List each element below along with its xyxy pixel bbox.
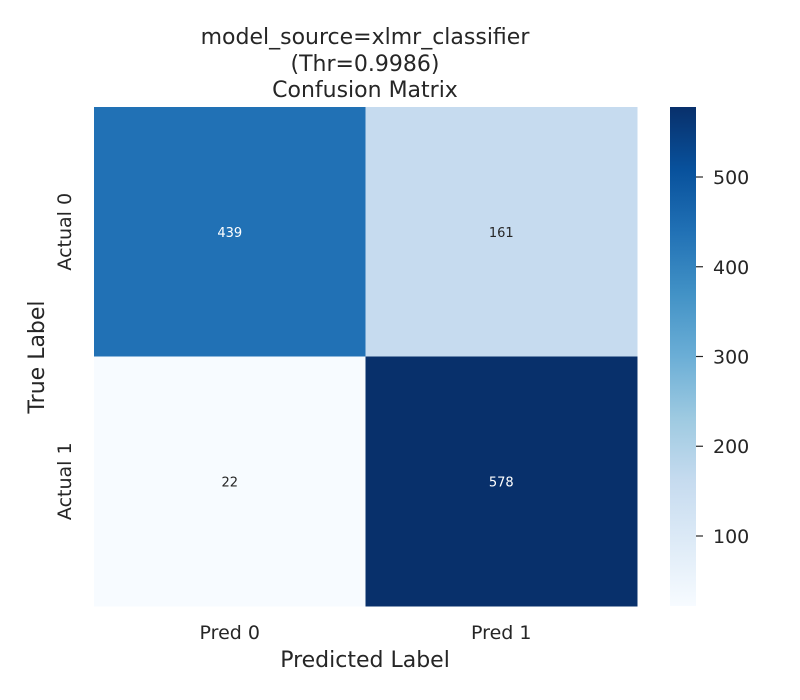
heatmap-cell-value: 161 <box>489 226 514 241</box>
y-axis-label: True Label <box>25 300 50 414</box>
chart-title-line-1: model_source=xlmr_classifier <box>201 25 531 50</box>
y-tick-label: Actual 1 <box>54 442 76 520</box>
colorbar-tick-label: 300 <box>713 347 749 369</box>
y-axis-tick-labels: Actual 0 Actual 1 <box>54 193 76 520</box>
chart-title-line-2: (Thr=0.9986) <box>290 52 439 77</box>
heatmap-cell <box>365 356 638 607</box>
colorbar-tick-label: 200 <box>713 436 749 458</box>
colorbar-tick-label: 500 <box>713 167 749 189</box>
heatmap-cell <box>365 107 638 357</box>
heatmap-cell-value: 578 <box>489 475 514 490</box>
x-axis-label: Predicted Label <box>280 648 450 673</box>
heatmap-cell <box>94 356 366 607</box>
chart-title: model_source=xlmr_classifier (Thr=0.9986… <box>201 25 531 103</box>
heatmap-cell-value: 439 <box>217 226 242 241</box>
colorbar-ticks: 100 200 300 400 500 <box>696 167 749 548</box>
x-tick-label: Pred 1 <box>471 622 531 644</box>
heatmap-cells <box>94 107 638 607</box>
colorbar: 100 200 300 400 500 <box>670 107 749 606</box>
heatmap-cell-value: 22 <box>221 475 238 490</box>
y-tick-label: Actual 0 <box>54 193 76 271</box>
colorbar-gradient <box>670 107 696 606</box>
chart-title-line-3: Confusion Matrix <box>272 78 458 103</box>
heatmap-cell <box>94 107 366 357</box>
heatmap-cell-labels: 439 161 22 578 <box>217 226 513 491</box>
x-tick-label: Pred 0 <box>200 622 260 644</box>
colorbar-tick-label: 400 <box>713 257 749 279</box>
x-axis-tick-labels: Pred 0 Pred 1 <box>200 622 532 644</box>
colorbar-tick-label: 100 <box>713 526 749 548</box>
